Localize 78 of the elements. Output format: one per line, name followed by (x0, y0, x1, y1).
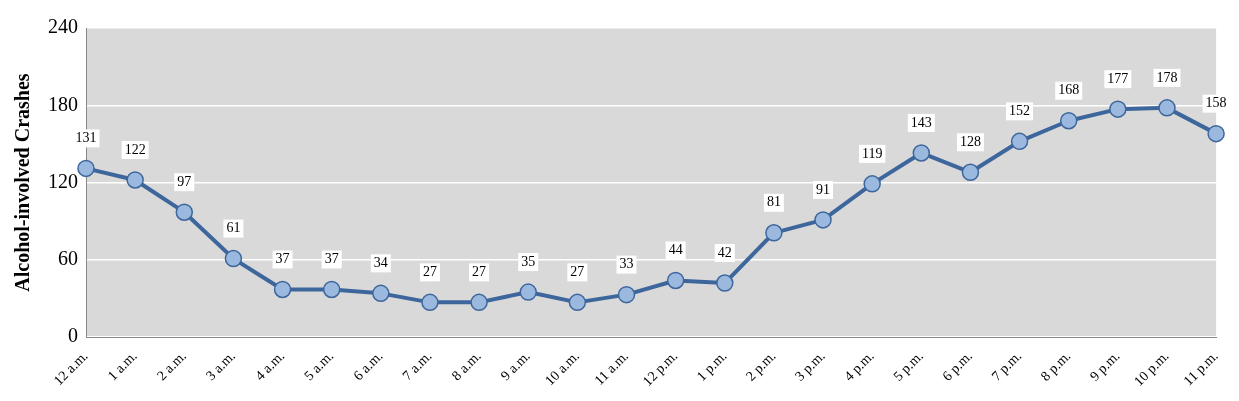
point (126, 171, 144, 189)
point (1207, 124, 1225, 143)
point (372, 284, 390, 303)
point (77, 159, 95, 178)
x-tick-label: 2 a.m. (153, 348, 189, 384)
data-label: 33 (619, 256, 634, 272)
point (765, 224, 783, 242)
y-tick-label: 180 (48, 92, 78, 115)
x-tick-label: 3 p.m. (792, 348, 828, 384)
point (1109, 100, 1127, 118)
data-label: 61 (226, 220, 241, 236)
x-tick-label: 10 a.m. (542, 348, 583, 389)
data-label: 42 (717, 244, 732, 260)
data-label: 143 (910, 114, 932, 130)
x-tick-label: 4 a.m. (252, 348, 288, 384)
point (519, 283, 537, 301)
y-tick-label: 0 (68, 324, 78, 347)
data-label: 131 (75, 130, 97, 146)
point (1059, 111, 1078, 130)
data-label: 27 (422, 264, 437, 280)
point (961, 163, 980, 182)
x-tick-label: 1 a.m. (104, 348, 140, 384)
point (617, 285, 636, 304)
x-tick-label: 7 p.m. (988, 348, 1025, 384)
data-label: 27 (472, 264, 487, 280)
point (716, 274, 734, 292)
point (470, 293, 488, 312)
x-tick-label: 7 a.m. (399, 348, 435, 384)
data-label: 119 (861, 145, 883, 161)
data-label: 81 (766, 194, 781, 210)
x-tick-label: 9 a.m. (497, 348, 533, 384)
x-tick-label: 11 p.m. (1180, 348, 1221, 389)
y-axis-title: Alcohol-involved Crashes (11, 73, 34, 292)
point (863, 175, 881, 193)
data-label: 35 (521, 253, 536, 269)
point (568, 293, 587, 312)
data-label: 27 (570, 264, 585, 280)
x-tick-label: 6 a.m. (350, 348, 386, 384)
x-tick-label: 3 a.m. (203, 348, 239, 384)
x-tick-label: 6 p.m. (939, 348, 976, 384)
x-tick-label: 2 p.m. (742, 348, 779, 384)
data-label: 128 (959, 133, 981, 149)
data-label: 152 (1009, 103, 1031, 119)
data-label: 44 (668, 242, 683, 258)
data-label: 37 (275, 251, 290, 267)
x-tick-label: 9 p.m. (1086, 348, 1123, 384)
x-tick-label: 12 p.m. (639, 348, 681, 389)
data-label: 91 (816, 181, 831, 197)
data-label: 37 (324, 251, 339, 267)
x-tick-label: 8 p.m. (1037, 348, 1074, 384)
y-tick-label: 120 (48, 169, 78, 192)
x-tick-label: 8 a.m. (448, 348, 484, 384)
point (175, 203, 194, 221)
x-tick-label: 11 a.m. (591, 348, 632, 388)
point (322, 280, 341, 299)
data-label: 34 (373, 255, 388, 271)
point (273, 280, 292, 299)
point (224, 249, 243, 268)
data-label: 97 (177, 173, 192, 189)
point (666, 271, 685, 290)
x-tick-label: 5 a.m. (301, 348, 337, 384)
point (814, 211, 832, 229)
x-tick-label: 12 a.m. (50, 348, 91, 389)
point (1158, 99, 1176, 117)
x-tick-label: 1 p.m. (693, 348, 730, 384)
x-tick-label: 5 p.m. (890, 348, 927, 384)
x-tick-label: 10 p.m. (1131, 348, 1172, 389)
data-label: 122 (124, 141, 146, 157)
point (912, 144, 931, 162)
y-tick-label: 240 (48, 15, 78, 38)
data-label: 177 (1107, 70, 1129, 86)
x-tick-label: 4 p.m. (841, 348, 877, 384)
y-tick-label: 60 (58, 247, 78, 270)
point (1010, 132, 1029, 151)
data-label: 168 (1058, 82, 1080, 98)
data-label: 178 (1156, 69, 1178, 85)
point (421, 293, 439, 312)
data-label: 158 (1205, 95, 1227, 111)
